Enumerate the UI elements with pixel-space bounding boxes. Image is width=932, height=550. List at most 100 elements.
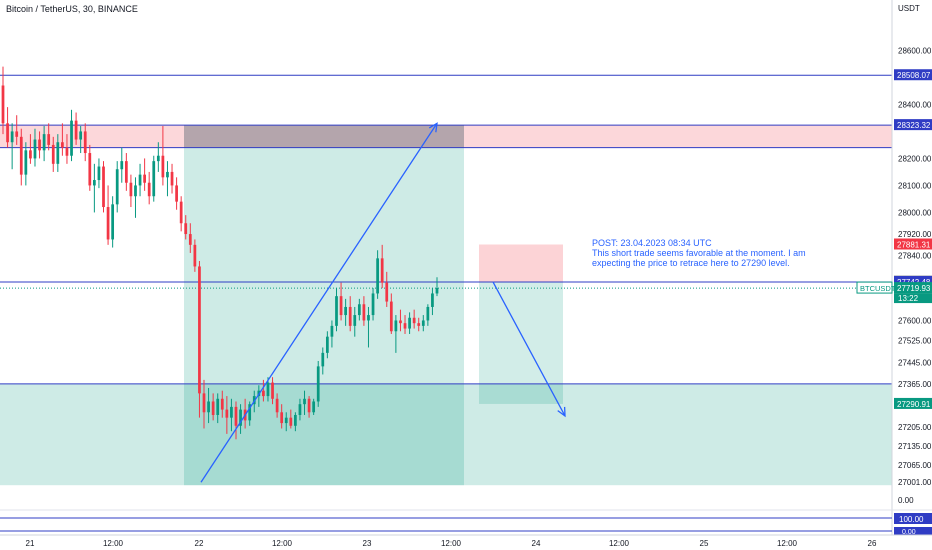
candle-body: [289, 417, 293, 426]
price-label-text: 27290.91: [897, 400, 931, 409]
x-tick-label: 12:00: [777, 539, 798, 548]
x-tick-label: 21: [26, 539, 35, 548]
support-zone: [0, 383, 892, 486]
y-tick-label: 27065.00: [898, 461, 932, 470]
candle-body: [170, 171, 174, 186]
candle-body: [312, 401, 316, 413]
x-tick-label: 12:00: [441, 539, 462, 548]
candle-body: [248, 404, 252, 421]
candle-body: [188, 234, 192, 245]
short-projection-arrow-head: [557, 406, 566, 418]
symbol-tag-badge: [856, 281, 893, 294]
price-label-text: 28323.32: [897, 121, 931, 130]
long-position-stop-zone: [184, 125, 464, 148]
candle-body: [431, 293, 434, 307]
candle-body: [1, 85, 5, 124]
candle-body: [380, 258, 384, 283]
candle-body: [339, 296, 343, 316]
candle-body: [275, 398, 279, 413]
candle-body: [307, 398, 311, 413]
candle-body: [325, 336, 329, 353]
candle-body: [298, 404, 302, 415]
candle-body: [47, 134, 51, 145]
candle-body: [106, 207, 110, 240]
x-tick-label: 12:00: [103, 539, 124, 548]
y-tick-label: 28100.00: [898, 181, 932, 190]
candle-body: [179, 201, 183, 224]
candle-body: [376, 258, 379, 294]
candle-body: [97, 166, 101, 181]
candle-body: [134, 185, 137, 197]
candle-body: [6, 123, 9, 143]
candle-body: [88, 153, 92, 186]
y-tick-label: 27365.00: [898, 380, 932, 389]
candle-body: [371, 293, 375, 316]
x-tick-label: 12:00: [272, 539, 293, 548]
candle-body: [161, 155, 165, 178]
candle-body: [138, 174, 142, 186]
price-label-badge: [894, 282, 932, 294]
y-tick-label: 27525.00: [898, 337, 932, 346]
candle-body: [239, 409, 242, 426]
candle-body: [202, 393, 206, 413]
trade-annotation: POST: 23.04.2023 08:34 UTC This short tr…: [592, 238, 832, 268]
candle-body: [51, 144, 55, 164]
countdown-badge: [894, 293, 932, 304]
y-tick-label: 27001.00: [898, 478, 932, 487]
candle-body: [29, 150, 32, 159]
candle-body: [120, 161, 124, 170]
candle-body: [74, 120, 78, 140]
candle-body: [353, 315, 357, 326]
y-tick-label: 27600.00: [898, 316, 932, 325]
candle-body: [417, 323, 421, 326]
candle-body: [175, 185, 178, 202]
long-projection-arrow-head: [428, 122, 438, 133]
candle-body: [147, 182, 151, 197]
y-tick-label: 28000.00: [898, 208, 932, 217]
candle-body: [280, 412, 284, 424]
candle-body: [143, 174, 146, 183]
pane-badge-0-text: 0.00: [902, 529, 916, 536]
candle-body: [234, 406, 238, 426]
candle-body: [389, 301, 393, 332]
candle-body: [216, 398, 220, 415]
long-projection-arrow: [200, 122, 438, 483]
short-position-target-zone: [479, 281, 563, 404]
price-label-badge: [894, 275, 932, 287]
candle-body: [152, 161, 156, 197]
y-tick-label: 27445.00: [898, 358, 932, 367]
candle-body: [435, 288, 439, 294]
x-tick-label: 24: [532, 539, 541, 548]
candle-body: [61, 142, 64, 148]
candle-body: [38, 139, 41, 151]
candle-body: [399, 320, 402, 324]
candle-body: [198, 266, 201, 394]
price-label-text: 28508.07: [897, 71, 931, 80]
candle-body: [211, 401, 215, 415]
candle-body: [426, 306, 430, 321]
y-tick-label: 27840.00: [898, 252, 932, 261]
long-position-target-zone: [184, 147, 464, 486]
annotation-line-2: This short trade seems favorable at the …: [592, 248, 806, 258]
candle-body: [220, 398, 224, 410]
candle-body: [184, 223, 188, 235]
candle-body: [102, 166, 105, 208]
y-tick-label: 28600.00: [898, 46, 932, 55]
x-axis-bg: [0, 535, 932, 550]
short-position-stop-zone: [479, 244, 563, 282]
candle-body: [421, 320, 425, 326]
candle-body: [344, 306, 348, 316]
price-label-text: 27881.31: [897, 240, 931, 249]
candle-body: [403, 323, 407, 329]
annotation-line-1: POST: 23.04.2023 08:34 UTC: [592, 238, 712, 248]
candle-body: [166, 171, 169, 178]
candle-body: [230, 406, 233, 418]
candle-body: [15, 131, 19, 137]
x-tick-label: 12:00: [609, 539, 630, 548]
candle-body: [357, 304, 361, 316]
short-projection-arrow: [492, 281, 566, 417]
pane-badge-0: [894, 527, 932, 535]
x-tick-label: 25: [700, 539, 709, 548]
